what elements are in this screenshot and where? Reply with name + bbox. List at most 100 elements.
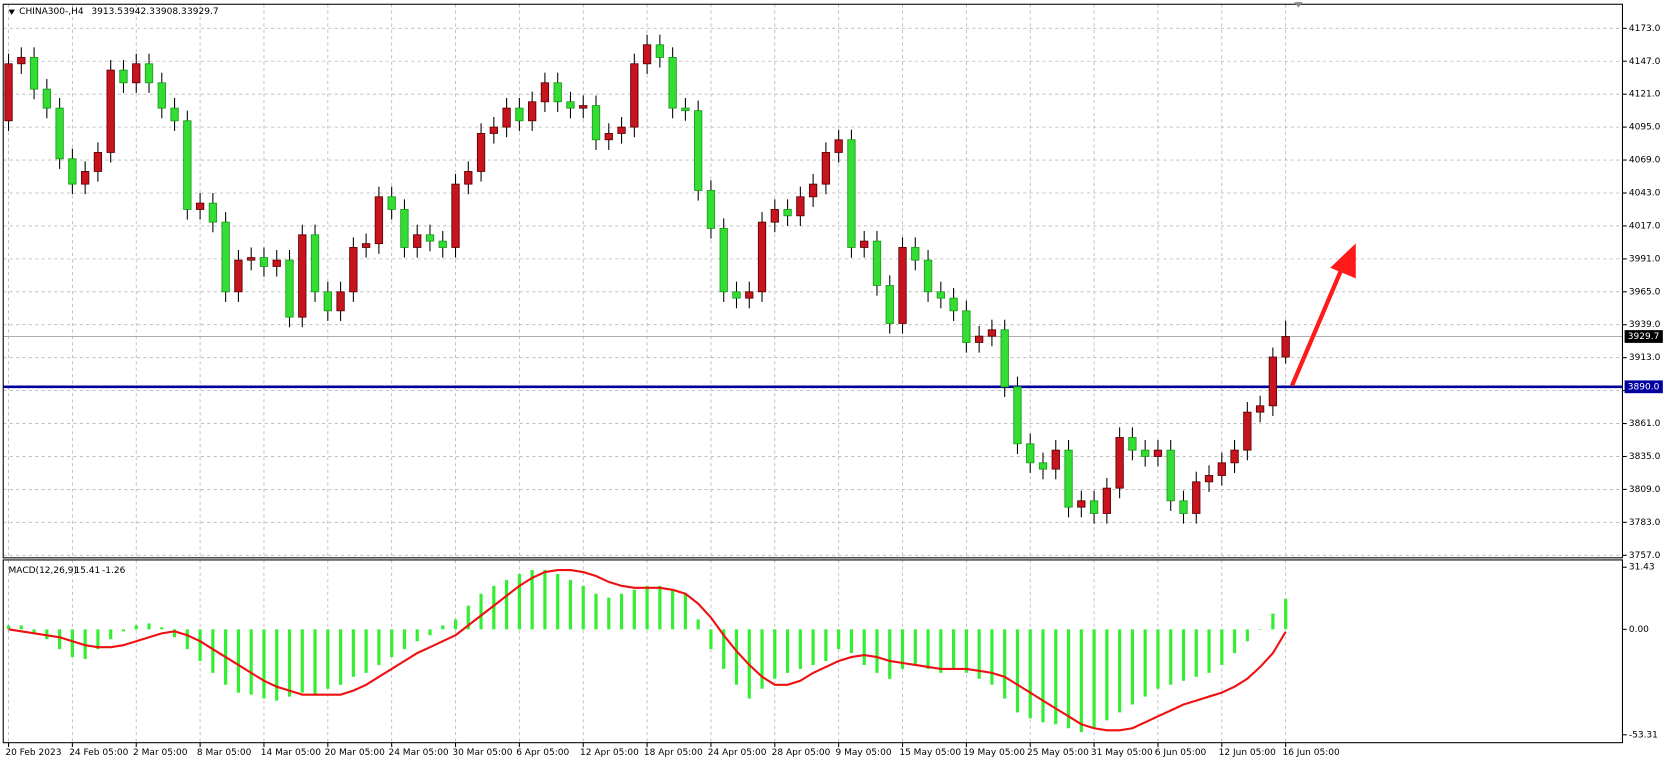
main-pane-frame xyxy=(2,3,1623,559)
macd-bar xyxy=(1220,629,1224,665)
candle-body xyxy=(975,335,984,343)
macd-bar xyxy=(671,589,675,630)
macd-bar xyxy=(568,579,573,630)
macd-bar xyxy=(862,629,866,665)
x-tick-label: 24 Feb 05:00 xyxy=(69,748,128,758)
candle-body xyxy=(170,107,179,122)
macd-bar xyxy=(109,629,113,640)
candle-body xyxy=(1243,411,1252,451)
macd-bar xyxy=(172,629,177,638)
macd-bar xyxy=(390,629,394,658)
macd-bar xyxy=(1105,629,1109,721)
macd-bar xyxy=(1054,629,1058,725)
y-tick-label: 3861.0 xyxy=(1629,419,1661,429)
macd-bar xyxy=(1118,629,1122,713)
candle-body xyxy=(694,110,703,191)
macd-bar xyxy=(1156,629,1160,689)
y-tick-label: 3757.0 xyxy=(1629,551,1661,561)
candle-body xyxy=(221,221,230,293)
candle-body xyxy=(1089,500,1099,514)
candle-body xyxy=(630,63,639,128)
macd-bar xyxy=(32,629,36,634)
macd-bar xyxy=(849,629,854,654)
macd-bar xyxy=(517,573,521,630)
macd-bar xyxy=(326,629,330,689)
x-tick-label: 31 May 05:00 xyxy=(1091,748,1153,758)
macd-value: -1.26 xyxy=(102,566,126,576)
candle-body xyxy=(1217,462,1226,476)
macd-bar xyxy=(377,629,381,665)
macd-bar xyxy=(6,625,11,630)
current-price-label: 3929.7 xyxy=(1628,332,1660,342)
macd-bar xyxy=(1245,629,1249,642)
macd-bar xyxy=(530,570,534,630)
header-value: 3913.5 xyxy=(91,7,123,17)
candle-body xyxy=(923,259,933,293)
candle-body xyxy=(336,291,345,312)
candle-body xyxy=(1204,475,1214,483)
candle-body xyxy=(413,234,422,248)
candle-body xyxy=(949,297,958,312)
arrow-shaft xyxy=(1290,264,1345,387)
macd-bar xyxy=(338,629,343,685)
macd-bar xyxy=(402,629,407,650)
macd-bar xyxy=(19,625,23,630)
candle-body xyxy=(1038,462,1048,470)
candle-body xyxy=(438,240,447,248)
macd-bar xyxy=(709,629,713,650)
level-price-box xyxy=(1624,380,1663,394)
candle-body xyxy=(681,107,690,112)
macd-bar xyxy=(1130,629,1134,705)
macd-bar xyxy=(1194,629,1198,677)
candle-body xyxy=(29,57,39,90)
x-tick-label: 18 Apr 05:00 xyxy=(644,748,703,758)
header-value: 3908.3 xyxy=(155,7,187,17)
menu-triangle[interactable] xyxy=(8,9,15,15)
y-tick-label: 31.43 xyxy=(1629,563,1655,573)
candle-body xyxy=(757,221,767,293)
macd-bar xyxy=(939,629,943,673)
candle-body xyxy=(259,257,269,267)
macd-bar xyxy=(556,573,560,630)
candle-body xyxy=(936,291,945,299)
candle-body xyxy=(821,152,831,185)
x-tick-label: 20 Mar 05:00 xyxy=(325,748,385,758)
trend-arrow xyxy=(1290,243,1356,387)
candle-body xyxy=(604,133,613,141)
macd-bar xyxy=(1028,629,1032,719)
candle-body xyxy=(770,209,779,223)
macd-bar xyxy=(1284,598,1288,630)
y-tick-label: 3965.0 xyxy=(1629,287,1661,297)
macd-bar xyxy=(581,585,585,630)
candle-body xyxy=(1128,437,1137,451)
macd-bar xyxy=(262,629,266,699)
candle-body xyxy=(464,171,473,185)
macd-bar xyxy=(1169,629,1173,685)
candle-body xyxy=(1166,449,1175,502)
macd-bar xyxy=(121,629,126,632)
x-tick-label: 12 Jun 05:00 xyxy=(1219,748,1277,758)
candle-body xyxy=(706,190,716,229)
candle-body xyxy=(1281,336,1290,358)
macd-bar xyxy=(964,629,968,673)
x-tick-label: 20 Feb 2023 xyxy=(5,748,61,758)
macd-bar xyxy=(785,629,790,673)
candle-body xyxy=(323,291,332,312)
macd-bar xyxy=(441,625,445,630)
macd-bar xyxy=(926,629,930,669)
macd-bar xyxy=(658,585,662,630)
macd-bar xyxy=(900,629,905,669)
x-tick-label: 16 Jun 05:00 xyxy=(1282,748,1340,758)
x-tick-label: 2 Mar 05:00 xyxy=(133,748,188,758)
macd-bar xyxy=(96,629,100,650)
y-tick-label: 4043.0 xyxy=(1629,188,1661,198)
candle-body xyxy=(1268,356,1278,407)
candle-body xyxy=(1000,329,1009,388)
candle-body xyxy=(119,69,128,84)
macd-pane-frame xyxy=(2,559,1623,744)
candle-body xyxy=(502,107,511,128)
candle-body xyxy=(1230,449,1239,464)
x-tick-label: 28 Apr 05:00 xyxy=(772,748,831,758)
